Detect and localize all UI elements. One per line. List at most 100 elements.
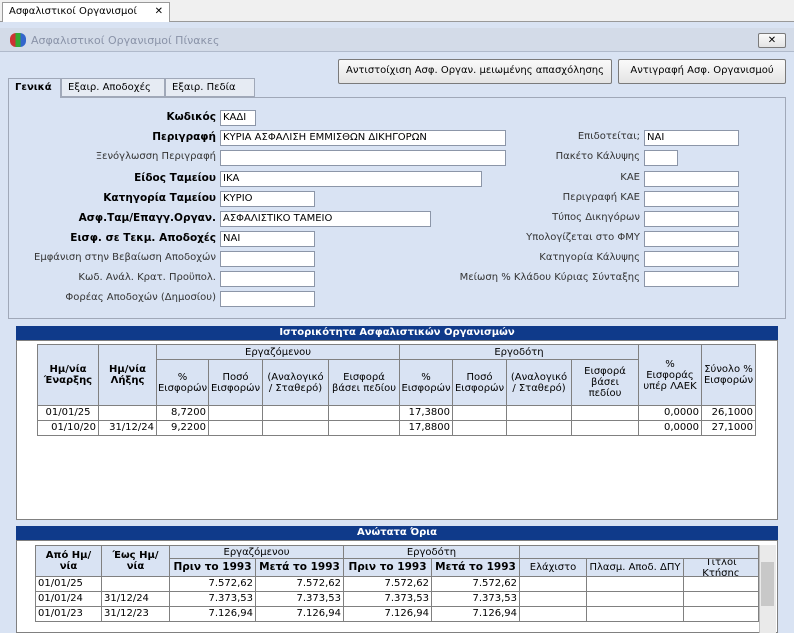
table-cell[interactable]: 7.126,94: [255, 606, 344, 622]
table-cell[interactable]: 7.126,94: [343, 606, 432, 622]
text-input[interactable]: ΑΣΦΑΛΙΣΤΙΚΟ ΤΑΜΕΙΟ: [220, 211, 431, 227]
table-cell[interactable]: 7.572,62: [169, 576, 256, 592]
column-header: Μετά το 1993: [431, 558, 520, 577]
text-input[interactable]: ΝΑΙ: [644, 130, 739, 146]
table-cell[interactable]: [262, 405, 329, 421]
table-cell[interactable]: [452, 420, 507, 436]
table-cell[interactable]: 17,3800: [399, 405, 453, 421]
table-cell[interactable]: 31/12/24: [101, 591, 170, 607]
table-cell[interactable]: 7.373,53: [431, 591, 520, 607]
table-cell[interactable]: [586, 576, 684, 592]
scroll-thumb[interactable]: [761, 562, 774, 606]
tab-label: Ασφαλιστικοί Οργανισμοί: [9, 6, 137, 17]
text-input[interactable]: ΚΥΡΙΑ ΑΣΦΑΛΙΣΗ ΕΜΜΙΣΘΩΝ ΔΙΚΗΓΟΡΩΝ: [220, 130, 506, 146]
table-cell[interactable]: 17,8800: [399, 420, 453, 436]
text-input[interactable]: [220, 271, 315, 287]
table-cell[interactable]: [683, 606, 759, 622]
table-cell[interactable]: [506, 405, 572, 421]
document-tab[interactable]: Ασφαλιστικοί Οργανισμοί ✕: [2, 2, 170, 22]
table-cell[interactable]: [506, 420, 572, 436]
field-label: Ξενόγλωσση Περιγραφή: [95, 151, 216, 162]
table-cell[interactable]: 7.373,53: [169, 591, 256, 607]
table-cell[interactable]: 8,7200: [156, 405, 209, 421]
table-cell[interactable]: 7.572,62: [431, 576, 520, 592]
text-input[interactable]: [220, 251, 315, 267]
table-cell[interactable]: [98, 405, 157, 421]
table-cell[interactable]: [683, 591, 759, 607]
field-label: Μείωση % Κλάδου Κύριας Σύνταξης: [459, 272, 640, 283]
table-cell[interactable]: [571, 420, 639, 436]
table-cell[interactable]: [208, 420, 263, 436]
action-button[interactable]: Αντιγραφή Ασφ. Οργανισμού: [618, 59, 786, 84]
table-cell[interactable]: [262, 420, 329, 436]
table-cell[interactable]: 26,1000: [701, 405, 756, 421]
table-cell[interactable]: 0,0000: [638, 405, 702, 421]
field-label: Περιγραφή: [152, 131, 216, 143]
table-cell[interactable]: [101, 576, 170, 592]
text-input[interactable]: ΝΑΙ: [220, 231, 315, 247]
table-cell[interactable]: 01/01/25: [37, 405, 99, 421]
table-cell[interactable]: 27,1000: [701, 420, 756, 436]
table-cell[interactable]: 01/01/25: [35, 576, 102, 592]
column-header: (Αναλογικό / Σταθερό): [262, 359, 329, 406]
table-cell[interactable]: 9,2200: [156, 420, 209, 436]
table-cell[interactable]: 31/12/24: [98, 420, 157, 436]
text-input[interactable]: [644, 251, 739, 267]
table-cell[interactable]: [208, 405, 263, 421]
table-cell[interactable]: 0,0000: [638, 420, 702, 436]
table-cell[interactable]: 01/10/20: [37, 420, 99, 436]
table-cell[interactable]: 01/01/23: [35, 606, 102, 622]
section-title: Ανώτατα Όρια: [16, 526, 778, 540]
column-header: Πριν το 1993: [169, 558, 256, 577]
field-label: Κατηγορία Ταμείου: [103, 192, 216, 204]
field-label: Κωδικός: [166, 111, 216, 123]
text-input[interactable]: [644, 211, 739, 227]
column-header: Μετά το 1993: [255, 558, 344, 577]
table-cell[interactable]: [586, 606, 684, 622]
action-button[interactable]: Αντιστοίχιση Ασφ. Οργαν. μειωμένης απασχ…: [338, 59, 612, 84]
text-input[interactable]: ΚΥΡΙΟ: [220, 191, 315, 207]
text-input[interactable]: [644, 231, 739, 247]
table-cell[interactable]: [571, 405, 639, 421]
table-cell[interactable]: 01/01/24: [35, 591, 102, 607]
table-cell[interactable]: 31/12/23: [101, 606, 170, 622]
table-cell[interactable]: 7.572,62: [255, 576, 344, 592]
table-cell[interactable]: [328, 420, 400, 436]
table-cell[interactable]: [586, 591, 684, 607]
text-input[interactable]: [644, 271, 739, 287]
subtab[interactable]: Γενικά: [8, 78, 61, 98]
group-header: Εργοδότη: [399, 344, 639, 360]
table-cell[interactable]: [328, 405, 400, 421]
table-cell[interactable]: [519, 606, 587, 622]
table-cell[interactable]: [519, 576, 587, 592]
text-input[interactable]: [644, 191, 739, 207]
field-label: Φορέας Αποδοχών (Δημοσίου): [65, 292, 216, 303]
column-header: Εισφορά βάσει πεδίου: [571, 359, 639, 406]
table-cell[interactable]: 7.126,94: [169, 606, 256, 622]
text-input[interactable]: [220, 291, 315, 307]
column-header: Ελάχιστο: [519, 558, 587, 577]
close-tab[interactable]: ✕: [154, 6, 163, 17]
text-input[interactable]: [644, 150, 678, 166]
column-header: % Εισφορών: [156, 359, 209, 406]
table-cell[interactable]: [683, 576, 759, 592]
text-input[interactable]: ΚΑΔΙ: [220, 110, 256, 126]
text-input[interactable]: [220, 150, 506, 166]
table-cell[interactable]: 7.572,62: [343, 576, 432, 592]
column-header: Ημ/νία Έναρξης: [37, 344, 99, 406]
column-header: Εισφορά βάσει πεδίου: [328, 359, 400, 406]
close-window[interactable]: ✕: [758, 33, 786, 48]
table-cell[interactable]: [452, 405, 507, 421]
text-input[interactable]: [644, 171, 739, 187]
subtab[interactable]: Εξαιρ. Πεδία: [165, 78, 255, 97]
table-cell[interactable]: 7.126,94: [431, 606, 520, 622]
field-label: Εισφ. σε Τεκμ. Αποδοχές: [70, 232, 216, 244]
subtab[interactable]: Εξαιρ. Αποδοχές: [61, 78, 165, 97]
field-label: Επιδοτείται;: [577, 131, 640, 142]
text-input[interactable]: ΙΚΑ: [220, 171, 482, 187]
table-cell[interactable]: 7.373,53: [255, 591, 344, 607]
table-cell[interactable]: 7.373,53: [343, 591, 432, 607]
column-header: % Εισφορών: [399, 359, 453, 406]
table-cell[interactable]: [519, 591, 587, 607]
